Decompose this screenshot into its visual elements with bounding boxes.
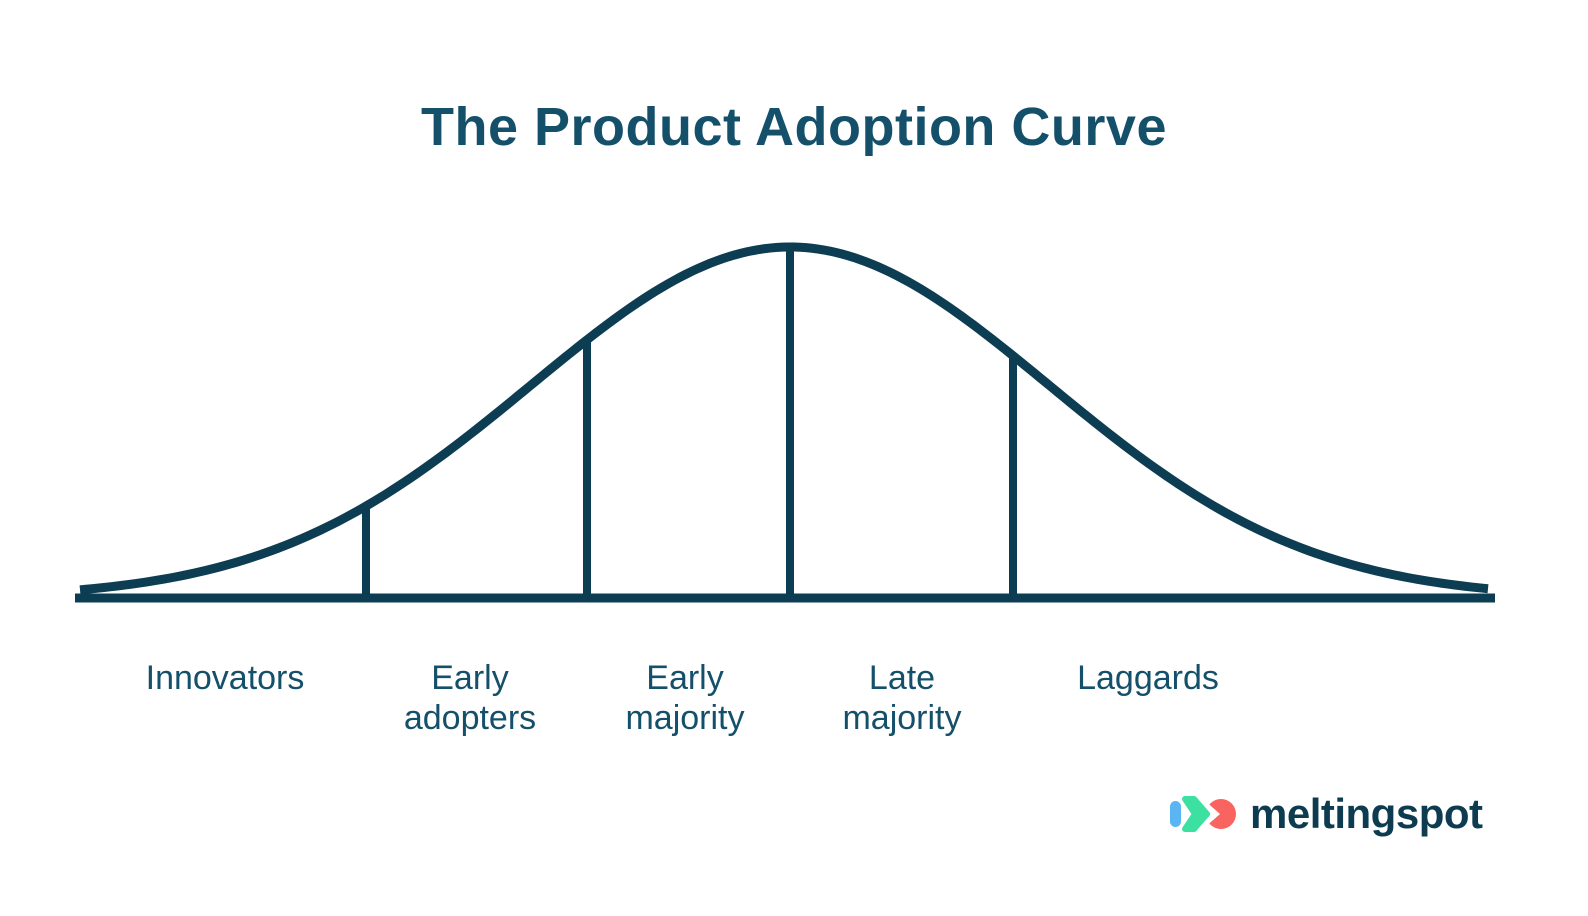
meltingspot-logo: meltingspot — [1168, 790, 1483, 838]
page-title: The Product Adoption Curve — [421, 97, 1167, 157]
meltingspot-logo-text: meltingspot — [1250, 790, 1483, 837]
bell-curve-path — [79, 242, 1489, 595]
meltingspot-logo-icon — [1170, 796, 1236, 832]
